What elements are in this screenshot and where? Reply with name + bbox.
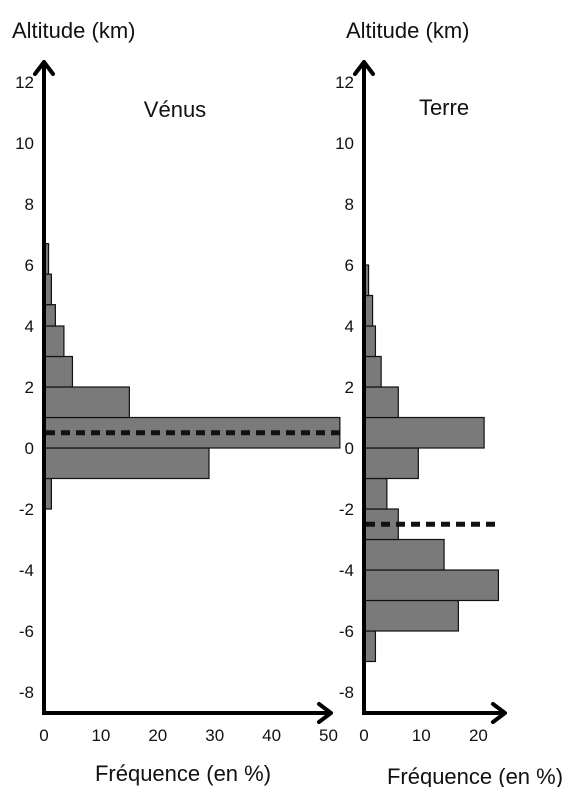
venus-x-tick-label: 0 bbox=[39, 726, 48, 745]
venus-bin-4 bbox=[43, 355, 74, 388]
terre-y-tick-label: -6 bbox=[339, 622, 354, 641]
terre-y-tick-label: 10 bbox=[335, 134, 354, 153]
venus-y-tick-label: -6 bbox=[19, 622, 34, 641]
venus-y-tick-label: -8 bbox=[19, 683, 34, 702]
venus-x-axis-label: Fréquence (en %) bbox=[95, 761, 271, 786]
venus-chart-title: Vénus bbox=[144, 97, 206, 122]
venus-bin-2 bbox=[43, 416, 341, 449]
venus-x-tick-label: 30 bbox=[205, 726, 224, 745]
terre-bin-8 bbox=[363, 386, 399, 419]
venus-y-tick-label: -4 bbox=[19, 561, 34, 580]
venus-x-tick-labels: 0 10 20 30 40 50 bbox=[39, 726, 338, 745]
terre-bin-9 bbox=[363, 355, 382, 388]
terre-y-tick-label: 6 bbox=[345, 256, 354, 275]
venus-y-tick-label: 12 bbox=[15, 73, 34, 92]
terre-y-tick-label: 2 bbox=[345, 378, 354, 397]
terre-histogram-bins bbox=[363, 264, 500, 663]
venus-y-tick-label: 2 bbox=[25, 378, 34, 397]
terre-y-tick-label: -8 bbox=[339, 683, 354, 702]
venus-x-tick-label: 20 bbox=[148, 726, 167, 745]
venus-axes bbox=[33, 60, 333, 724]
venus-y-tick-label: -2 bbox=[19, 500, 34, 519]
terre-y-tick-label: -2 bbox=[339, 500, 354, 519]
venus-y-tick-label: 6 bbox=[25, 256, 34, 275]
venus-y-tick-label: 4 bbox=[25, 317, 34, 336]
terre-x-axis-arrow bbox=[491, 702, 507, 724]
terre-y-axis-label: Altitude (km) bbox=[346, 18, 469, 43]
terre-x-tick-label: 20 bbox=[469, 726, 488, 745]
venus-x-tick-label: 40 bbox=[262, 726, 281, 745]
terre-bin-6 bbox=[363, 447, 419, 480]
terre-y-tick-label: 8 bbox=[345, 195, 354, 214]
venus-x-tick-label: 50 bbox=[319, 726, 338, 745]
venus-bin-1 bbox=[43, 447, 210, 480]
venus-y-axis-arrow bbox=[33, 60, 55, 76]
terre-y-tick-labels: 12 10 8 6 4 2 0 -2 -4 -6 -8 bbox=[335, 73, 354, 702]
terre-x-axis-label: Fréquence (en %) bbox=[387, 764, 563, 787]
terre-x-tick-label: 10 bbox=[412, 726, 431, 745]
venus-x-tick-label: 10 bbox=[91, 726, 110, 745]
venus-y-tick-label: 10 bbox=[15, 134, 34, 153]
venus-histogram-bins bbox=[43, 243, 341, 510]
terre-bin-1 bbox=[363, 599, 459, 632]
venus-bin-3 bbox=[43, 386, 130, 419]
terre-bin-5 bbox=[363, 477, 388, 510]
terre-bin-7 bbox=[363, 416, 485, 449]
terre-axes bbox=[353, 60, 507, 724]
venus-bin-5 bbox=[43, 325, 65, 358]
venus-y-tick-labels: 12 10 8 6 4 2 0 -2 -4 -6 -8 bbox=[15, 73, 34, 702]
terre-bin-3 bbox=[363, 538, 445, 571]
venus-x-axis-arrow bbox=[317, 702, 333, 724]
terre-y-tick-label: -4 bbox=[339, 561, 354, 580]
terre-x-tick-label: 0 bbox=[359, 726, 368, 745]
venus-y-tick-label: 8 bbox=[25, 195, 34, 214]
venus-y-axis-label: Altitude (km) bbox=[12, 18, 135, 43]
terre-y-tick-label: 4 bbox=[345, 317, 354, 336]
terre-y-axis-arrow bbox=[353, 60, 375, 76]
venus-y-tick-label: 0 bbox=[25, 439, 34, 458]
terre-bin-2 bbox=[363, 569, 500, 602]
terre-y-tick-label: 0 bbox=[345, 439, 354, 458]
terre-x-tick-labels: 0 10 20 bbox=[359, 726, 488, 745]
terre-chart-title: Terre bbox=[419, 95, 469, 120]
terre-y-tick-label: 12 bbox=[335, 73, 354, 92]
